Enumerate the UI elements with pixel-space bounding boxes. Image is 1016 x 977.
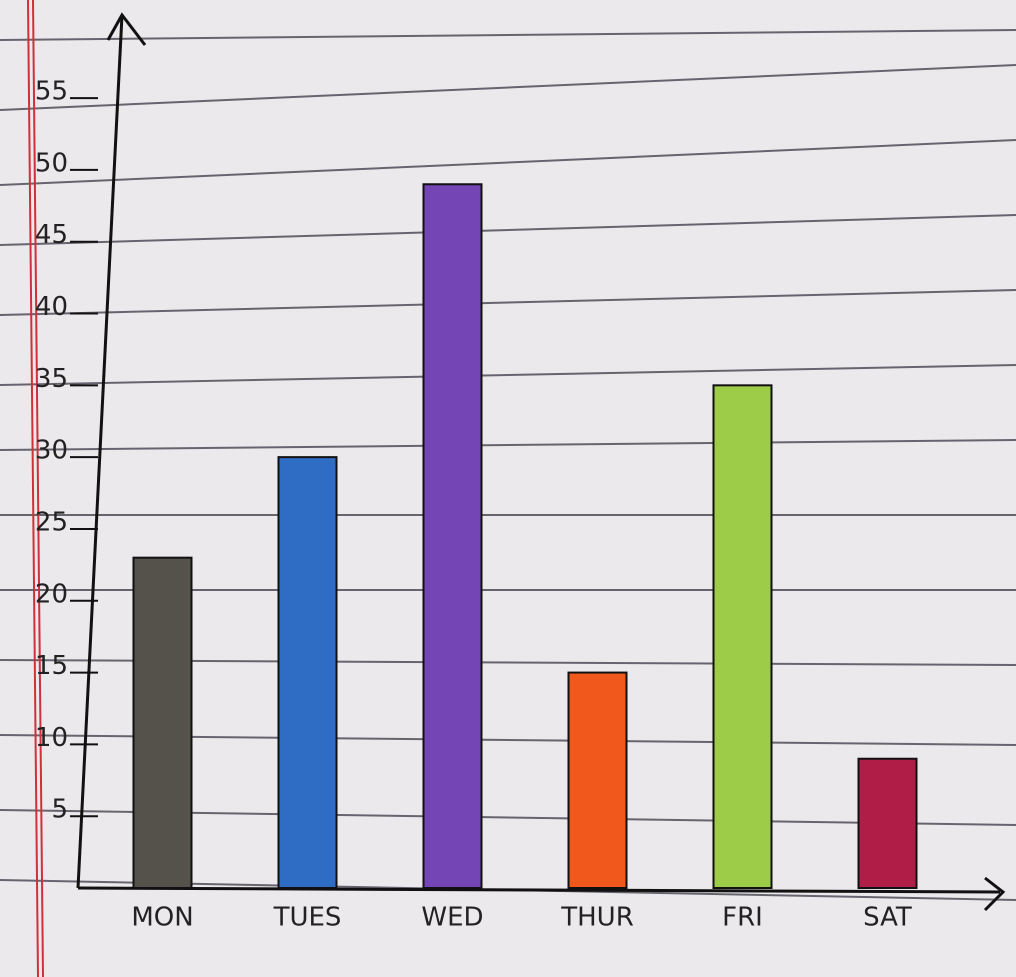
y-tick-label: 40 xyxy=(35,292,68,322)
x-tick-label: SAT xyxy=(863,903,912,933)
y-tick-label: 55 xyxy=(35,77,68,107)
y-tick-label: 5 xyxy=(51,795,68,825)
y-tick-label: 30 xyxy=(35,436,68,466)
x-tick-label: MON xyxy=(131,903,193,933)
bar xyxy=(857,757,918,890)
x-tick-label: WED xyxy=(421,903,483,933)
x-tick-label: TUES xyxy=(273,903,342,933)
bar xyxy=(277,456,338,889)
y-tick-label: 10 xyxy=(35,723,68,753)
y-tick-label: 45 xyxy=(35,220,68,250)
y-tick-label: 25 xyxy=(35,507,68,537)
y-tick-label: 20 xyxy=(35,579,68,609)
bar xyxy=(422,183,483,890)
bar xyxy=(132,556,193,889)
x-tick-label: THUR xyxy=(560,903,634,933)
bar xyxy=(567,671,628,889)
y-tick-label: 50 xyxy=(35,148,68,178)
y-tick-label: 15 xyxy=(35,651,68,681)
x-tick-label: FRI xyxy=(722,903,763,933)
bar xyxy=(712,384,773,889)
axes xyxy=(76,12,1006,912)
y-tick-label: 35 xyxy=(35,364,68,394)
